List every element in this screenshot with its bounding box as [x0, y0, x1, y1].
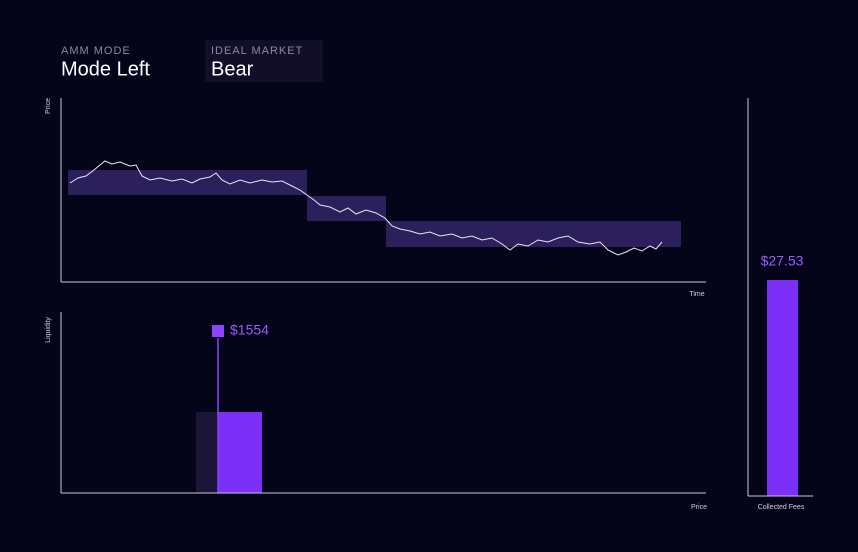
market-panel — [205, 40, 323, 82]
x-axis-label: Collected Fees — [758, 504, 805, 511]
fees-value: $27.53 — [761, 253, 804, 269]
range-box — [68, 170, 307, 195]
liquidity-shadow — [196, 412, 218, 493]
y-axis-label: Liquidity — [45, 317, 52, 343]
market: Bear — [211, 58, 254, 80]
y-axis-label: Price — [45, 98, 52, 114]
mode-label: AMM MODE — [61, 45, 131, 57]
market-label: IDEAL MARKET — [211, 45, 303, 57]
liquidity-value: $1554 — [230, 322, 269, 338]
marker-square — [212, 325, 224, 337]
mode: Mode Left — [61, 58, 150, 80]
x-axis-label: Time — [689, 291, 704, 298]
fees-bar — [767, 280, 798, 496]
liquidity-bar — [218, 412, 262, 493]
price-line — [69, 160, 663, 256]
x-axis-label: Price — [691, 504, 707, 511]
